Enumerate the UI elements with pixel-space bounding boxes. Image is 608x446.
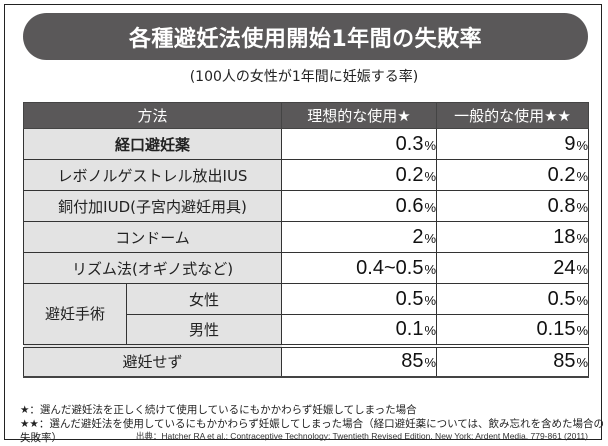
unit: %	[576, 355, 589, 370]
unit: %	[576, 199, 589, 215]
unit: %	[424, 230, 437, 246]
method-cell: 避妊せず	[22, 343, 283, 378]
table-row: 銅付加IUD(子宮内避妊用具) 0.6% 0.8%	[22, 190, 590, 222]
table-row: リズム法(オギノ式など) 0.4~0.5% 24%	[22, 252, 590, 284]
method-cell: レボノルゲストレル放出IUS	[22, 159, 283, 191]
typical-cell: 85%	[436, 343, 590, 378]
ideal-cell: 0.1%	[281, 314, 438, 346]
ideal-value: 0.4~0.5	[356, 256, 424, 279]
unit: %	[576, 322, 589, 338]
method-cell: 経口避妊薬	[22, 128, 283, 160]
ideal-cell: 0.6%	[281, 190, 438, 222]
chart-title-text: 各種避妊法使用開始1年間の失敗率	[128, 26, 483, 52]
footnotes: ★：選んだ避妊法を正しく続けて使用しているにもかかわらず妊娠してしまった場合 ★…	[20, 403, 608, 445]
ideal-value: 0.2	[395, 163, 424, 186]
typical-cell: 0.15%	[436, 314, 590, 346]
table-row: 避妊せず 85% 85%	[22, 343, 590, 378]
ideal-cell: 0.2%	[281, 159, 438, 191]
ideal-cell: 85%	[281, 343, 438, 378]
chart-title: 各種避妊法使用開始1年間の失敗率	[23, 13, 588, 60]
header-method: 方法	[22, 102, 283, 129]
unit: %	[576, 292, 589, 308]
sub-method-cell: 女性	[125, 283, 283, 315]
table-row: 経口避妊薬 0.3% 9%	[22, 128, 590, 160]
ideal-cell: 0.5%	[281, 283, 438, 315]
group-cell-sterilization: 避妊手術	[23, 283, 127, 346]
header-ideal-use: 理想的な使用★	[281, 102, 438, 129]
chart-subtitle: (100人の女性が1年間に妊娠する率)	[189, 69, 419, 85]
unit: %	[424, 168, 437, 184]
method-cell: リズム法(オギノ式など)	[22, 252, 283, 284]
typical-value: 24	[553, 256, 576, 279]
method-cell: 銅付加IUD(子宮内避妊用具)	[22, 190, 283, 222]
unit: %	[424, 199, 437, 215]
table-row: 避妊手術 女性 0.5% 0.5%	[23, 283, 590, 346]
unit: %	[576, 230, 589, 246]
unit: %	[576, 168, 589, 184]
ideal-cell: 0.4~0.5%	[281, 252, 438, 284]
unit: %	[424, 355, 437, 370]
typical-cell: 0.5%	[436, 283, 590, 315]
header-typical-use: 一般的な使用★★	[436, 102, 590, 129]
method-cell: コンドーム	[22, 221, 283, 253]
typical-cell: 0.8%	[436, 190, 590, 222]
unit: %	[424, 261, 437, 277]
typical-cell: 18%	[436, 221, 590, 253]
source-citation: 出典：Hatcher RA et al.: Contraceptive Tech…	[135, 431, 588, 441]
typical-value: 18	[553, 225, 576, 248]
typical-value: 85	[553, 350, 576, 372]
typical-value: 0.8	[547, 194, 576, 217]
footnote-star2: ★★：選んだ避妊法を使用しているにもかかわらず妊娠してしまった場合（経口避妊薬に…	[20, 418, 605, 444]
typical-value: 9	[564, 132, 576, 155]
table-header-row: 方法 理想的な使用★ 一般的な使用★★	[22, 102, 590, 129]
figure-frame	[4, 4, 602, 440]
table-row: レボノルゲストレル放出IUS 0.2% 0.2%	[22, 159, 590, 191]
ideal-value: 0.1	[395, 317, 424, 340]
ideal-value: 2	[412, 225, 424, 248]
table-row: コンドーム 2% 18%	[22, 221, 590, 253]
ideal-value: 0.5	[395, 287, 424, 310]
sub-method-cell: 男性	[125, 314, 283, 346]
ideal-cell: 0.3%	[281, 128, 438, 160]
failure-rate-table: 方法 理想的な使用★ 一般的な使用★★ 経口避妊薬 0.3% 9% レボノルゲス…	[22, 102, 590, 378]
typical-value: 0.15	[536, 317, 576, 340]
typical-cell: 24%	[436, 252, 590, 284]
ideal-cell: 2%	[281, 221, 438, 253]
unit: %	[576, 137, 589, 153]
typical-cell: 0.2%	[436, 159, 590, 191]
ideal-value: 0.6	[395, 194, 424, 217]
unit: %	[424, 292, 437, 308]
ideal-value: 0.3	[395, 132, 424, 155]
unit: %	[424, 322, 437, 338]
unit: %	[424, 137, 437, 153]
unit: %	[576, 261, 589, 277]
ideal-value: 85	[401, 350, 424, 372]
typical-value: 0.5	[547, 287, 576, 310]
footnote-star1: ★：選んだ避妊法を正しく続けて使用しているにもかかわらず妊娠してしまった場合	[20, 404, 417, 416]
typical-cell: 9%	[436, 128, 590, 160]
typical-value: 0.2	[547, 163, 576, 186]
